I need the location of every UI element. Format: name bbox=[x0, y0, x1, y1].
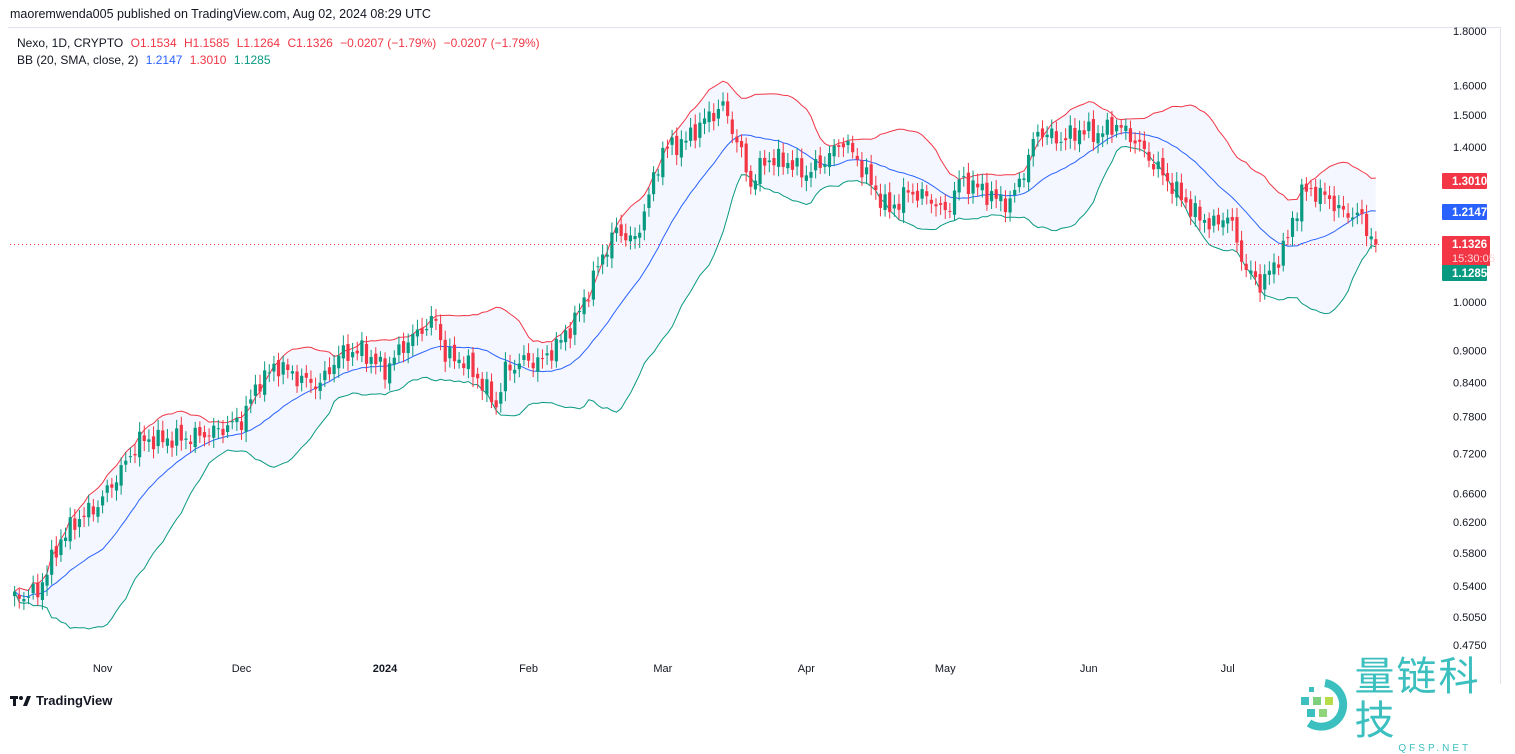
bb-basis-price-tag: 1.2147 bbox=[1442, 204, 1487, 220]
x-tick-label: May bbox=[935, 663, 956, 675]
symbol-legend[interactable]: Nexo, 1D, CRYPTO O1.1534 H1.1585 L1.1264… bbox=[17, 35, 544, 52]
ohlc-low: L1.1264 bbox=[237, 36, 280, 50]
svg-text:1.3010: 1.3010 bbox=[1452, 176, 1487, 188]
y-tick-label: 0.6600 bbox=[1453, 488, 1487, 500]
x-tick-label: Dec bbox=[232, 663, 252, 675]
x-tick-label: Nov bbox=[93, 663, 113, 675]
watermark-text: 量链科技 bbox=[1355, 655, 1515, 743]
last-price-tag: 1.1326 15:30:05 bbox=[1442, 236, 1495, 266]
bb-lower-value: 1.1285 bbox=[234, 53, 271, 67]
tradingview-logo-icon bbox=[10, 695, 32, 707]
svg-text:15:30:05: 15:30:05 bbox=[1452, 253, 1495, 265]
bb-lower-price-tag: 1.1285 bbox=[1442, 265, 1488, 281]
chart-legend: Nexo, 1D, CRYPTO O1.1534 H1.1585 L1.1264… bbox=[17, 35, 544, 69]
y-tick-label: 0.8400 bbox=[1453, 377, 1487, 389]
y-tick-label: 1.0000 bbox=[1453, 297, 1487, 309]
bb-fill bbox=[15, 81, 1376, 629]
y-tick-label: 1.8000 bbox=[1453, 26, 1487, 38]
candle bbox=[592, 261, 595, 306]
svg-text:1.2147: 1.2147 bbox=[1452, 207, 1487, 219]
bb-upper-price-tag: 1.3010 bbox=[1442, 173, 1487, 189]
symbol-name: Nexo, 1D, CRYPTO bbox=[17, 36, 123, 50]
y-tick-label: 0.5050 bbox=[1453, 612, 1487, 624]
watermark: 量链科技 QFSP.NET bbox=[1295, 655, 1515, 754]
bb-legend[interactable]: BB (20, SMA, close, 2) 1.2147 1.3010 1.1… bbox=[17, 52, 544, 69]
x-tick-label: Mar bbox=[653, 663, 672, 675]
bb-basis-value: 1.2147 bbox=[146, 53, 183, 67]
x-tick-label: 2024 bbox=[373, 663, 398, 675]
watermark-logo-icon bbox=[1295, 677, 1349, 733]
y-tick-label: 0.4750 bbox=[1453, 640, 1487, 652]
price-chart[interactable]: 1.8000 1.6000 1.5000 1.4000 1.0000 0.9000 0.84… bbox=[0, 0, 1515, 719]
ohlc-high: H1.1585 bbox=[184, 36, 229, 50]
x-tick-label: Jun bbox=[1080, 663, 1098, 675]
candle bbox=[13, 586, 16, 606]
ohlc-open: O1.1534 bbox=[131, 36, 177, 50]
price-change-2: −0.0207 (−1.79%) bbox=[444, 36, 540, 50]
watermark-sub: QFSP.NET bbox=[1355, 743, 1515, 754]
ohlc-close: C1.1326 bbox=[287, 36, 332, 50]
svg-text:1.1326: 1.1326 bbox=[1452, 239, 1487, 251]
tradingview-brand: TradingView bbox=[36, 693, 112, 708]
bb-upper-value: 1.3010 bbox=[190, 53, 227, 67]
y-tick-label: 0.5800 bbox=[1453, 548, 1487, 560]
y-tick-label: 0.9000 bbox=[1453, 345, 1487, 357]
svg-text:1.1285: 1.1285 bbox=[1452, 268, 1488, 280]
x-tick-label: Feb bbox=[519, 663, 538, 675]
y-tick-label: 0.5400 bbox=[1453, 581, 1487, 593]
x-tick-label: Apr bbox=[798, 663, 815, 675]
y-tick-label: 0.7200 bbox=[1453, 448, 1487, 460]
y-tick-label: 1.6000 bbox=[1453, 80, 1487, 92]
x-tick-label: Jul bbox=[1221, 663, 1235, 675]
tradingview-logo[interactable]: TradingView bbox=[10, 693, 112, 708]
y-tick-label: 1.5000 bbox=[1453, 110, 1487, 122]
bb-label: BB (20, SMA, close, 2) bbox=[17, 53, 138, 67]
price-change: −0.0207 (−1.79%) bbox=[340, 36, 436, 50]
y-tick-label: 0.6200 bbox=[1453, 517, 1487, 529]
y-tick-label: 1.4000 bbox=[1453, 142, 1487, 154]
y-tick-label: 0.7800 bbox=[1453, 411, 1487, 423]
